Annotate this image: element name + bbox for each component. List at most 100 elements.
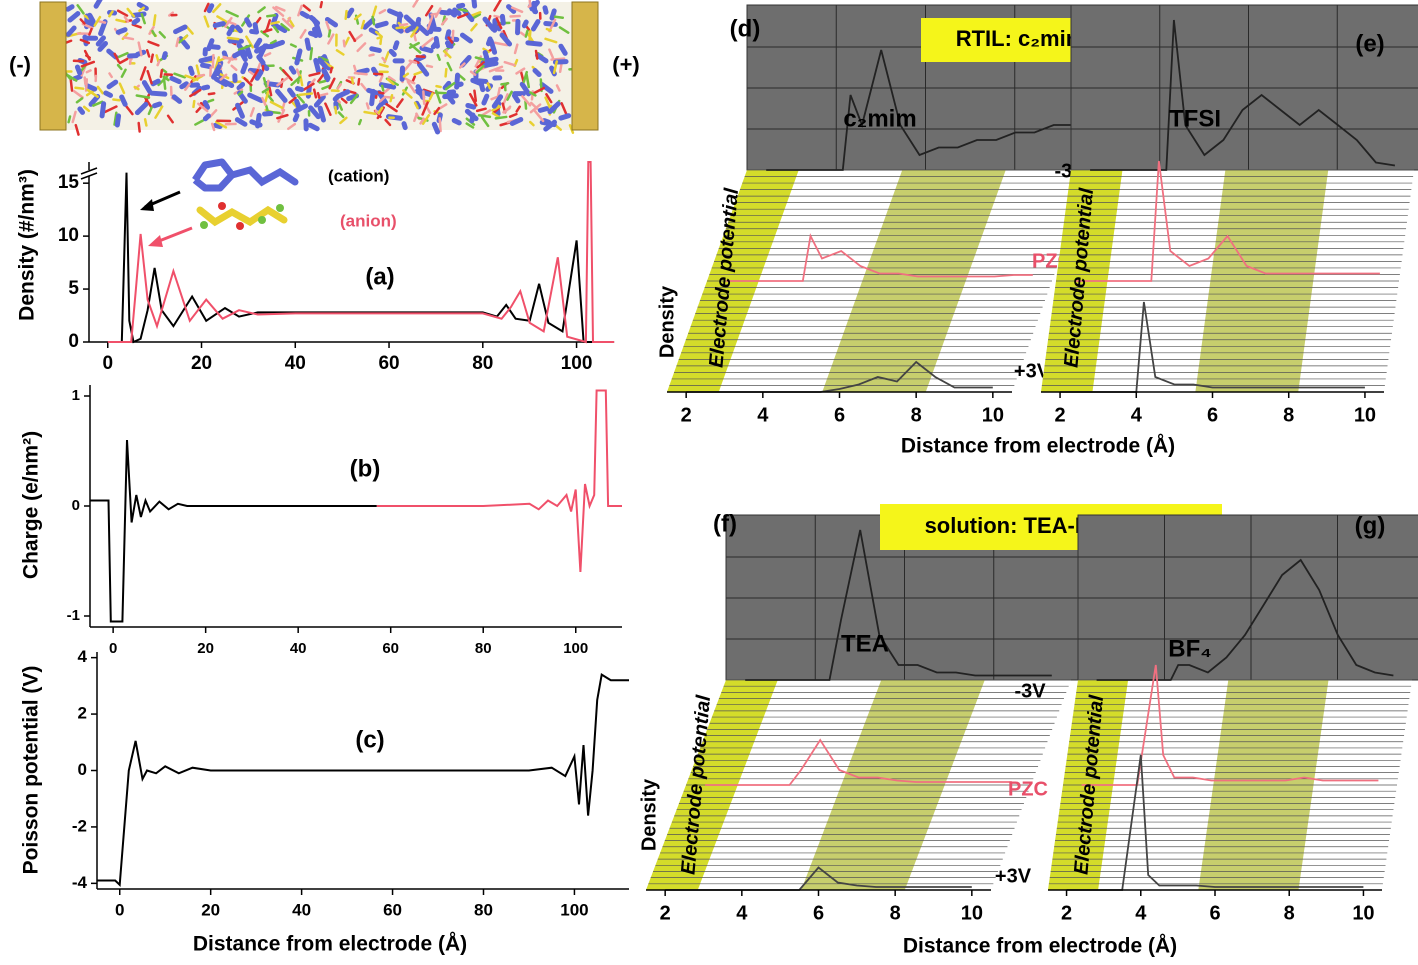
molecule-bond [192,99,196,109]
molecule-bond [529,103,542,114]
molecule-bond [321,84,331,90]
molecule-bond [389,94,394,103]
molecule-bond [368,53,375,57]
molecule-bond [185,25,194,35]
molecule-bond [558,43,568,56]
molecule-bond [235,102,245,119]
molecule-bond [116,63,123,71]
x-tick-label: 100 [561,353,593,374]
molecule-bond [296,93,305,104]
x-tick-label: 6 [1207,404,1218,426]
molecule-bond [468,92,478,107]
molecule-bond [342,39,346,48]
molecule-bond [206,3,215,14]
molecule-bond [136,1,149,11]
molecule-bond [173,72,187,79]
molecule-bond [353,71,368,76]
molecule-bond [502,93,509,106]
molecule-bond [499,32,513,47]
molecule-bond [377,106,384,115]
molecule-bond [162,75,170,82]
molecule-bond [263,52,272,57]
data-line [90,439,377,623]
molecule-bond [266,13,277,18]
molecule-bond [421,37,434,48]
panel-label: (e) [1355,30,1384,57]
molecule-bond [470,23,478,32]
molecule-bond [212,3,222,14]
molecule-bond [513,43,519,55]
y-tick-label: 10 [58,225,79,246]
molecule-bond [402,76,416,85]
molecule-bond [327,29,332,38]
molecule-bond [323,61,334,69]
x-tick-label: 40 [285,353,306,374]
molecule-bond [493,0,502,12]
molecule-bond [236,81,246,91]
molecule-bond [337,111,345,119]
simulation-snapshot [39,0,599,136]
molecule-bond [511,93,521,104]
molecule-bond [149,90,168,97]
molecule-bond [398,22,409,27]
molecule-bond [545,93,553,104]
molecule-bond [79,38,91,45]
molecule-bond [410,26,419,38]
molecule-bond [197,102,209,113]
molecule-bond [274,5,286,12]
molecule-bond [477,114,492,119]
molecule-bond [189,88,202,98]
molecule-bond [425,64,434,69]
x-tick-label: 0 [102,353,113,374]
x-tick-label: 2 [1061,902,1072,924]
molecule-bond [436,53,441,61]
molecule-bond [360,82,368,92]
x-tick-label: 6 [813,902,824,924]
molecule-bond [87,12,96,24]
molecule-bond [201,84,211,91]
molecule-bond [294,86,305,93]
molecule-bond [299,10,311,19]
molecule-bond [161,68,168,74]
series-label: +3V [1014,360,1051,382]
molecule-bond [99,101,107,119]
molecule-bond [494,115,508,120]
molecule-bond [171,94,183,104]
molecule-bond [211,53,215,69]
molecule-bond [254,69,264,81]
x-tick-label: 60 [382,640,399,657]
molecule-bond [216,15,228,23]
molecule-bond [519,31,526,37]
molecule-bond [65,4,75,12]
molecule-bond [143,118,148,127]
x-tick-label: 4 [757,404,769,426]
molecule-bond [152,14,157,27]
molecule-bond [340,97,348,104]
molecule-bond [457,12,469,19]
x-tick-label: 0 [115,900,124,919]
molecule-bond [444,81,456,91]
molecule-bond [403,14,416,27]
molecule-bond [522,70,529,83]
x-tick-label: 6 [1209,902,1220,924]
molecule-bond [304,37,312,51]
molecule-bond [415,84,426,100]
molecule-bond [408,41,420,49]
panel-label: (b) [350,455,381,482]
molecule-bond [430,41,439,50]
density-curve [745,529,1052,681]
molecule-bond [547,101,561,115]
molecule-bond [444,29,452,41]
molecule-bond [515,105,521,113]
molecule-bond [253,37,263,49]
molecule-bond [65,25,77,37]
molecule-bond [358,118,363,126]
molecule-bond [245,35,254,49]
molecule-bond [175,37,180,48]
molecule-bond [173,24,188,35]
molecule-bond [211,64,222,80]
molecule-bond [302,82,315,92]
molecule-bond [234,24,243,34]
molecule-bond [77,106,86,115]
molecule-bond [349,93,359,105]
